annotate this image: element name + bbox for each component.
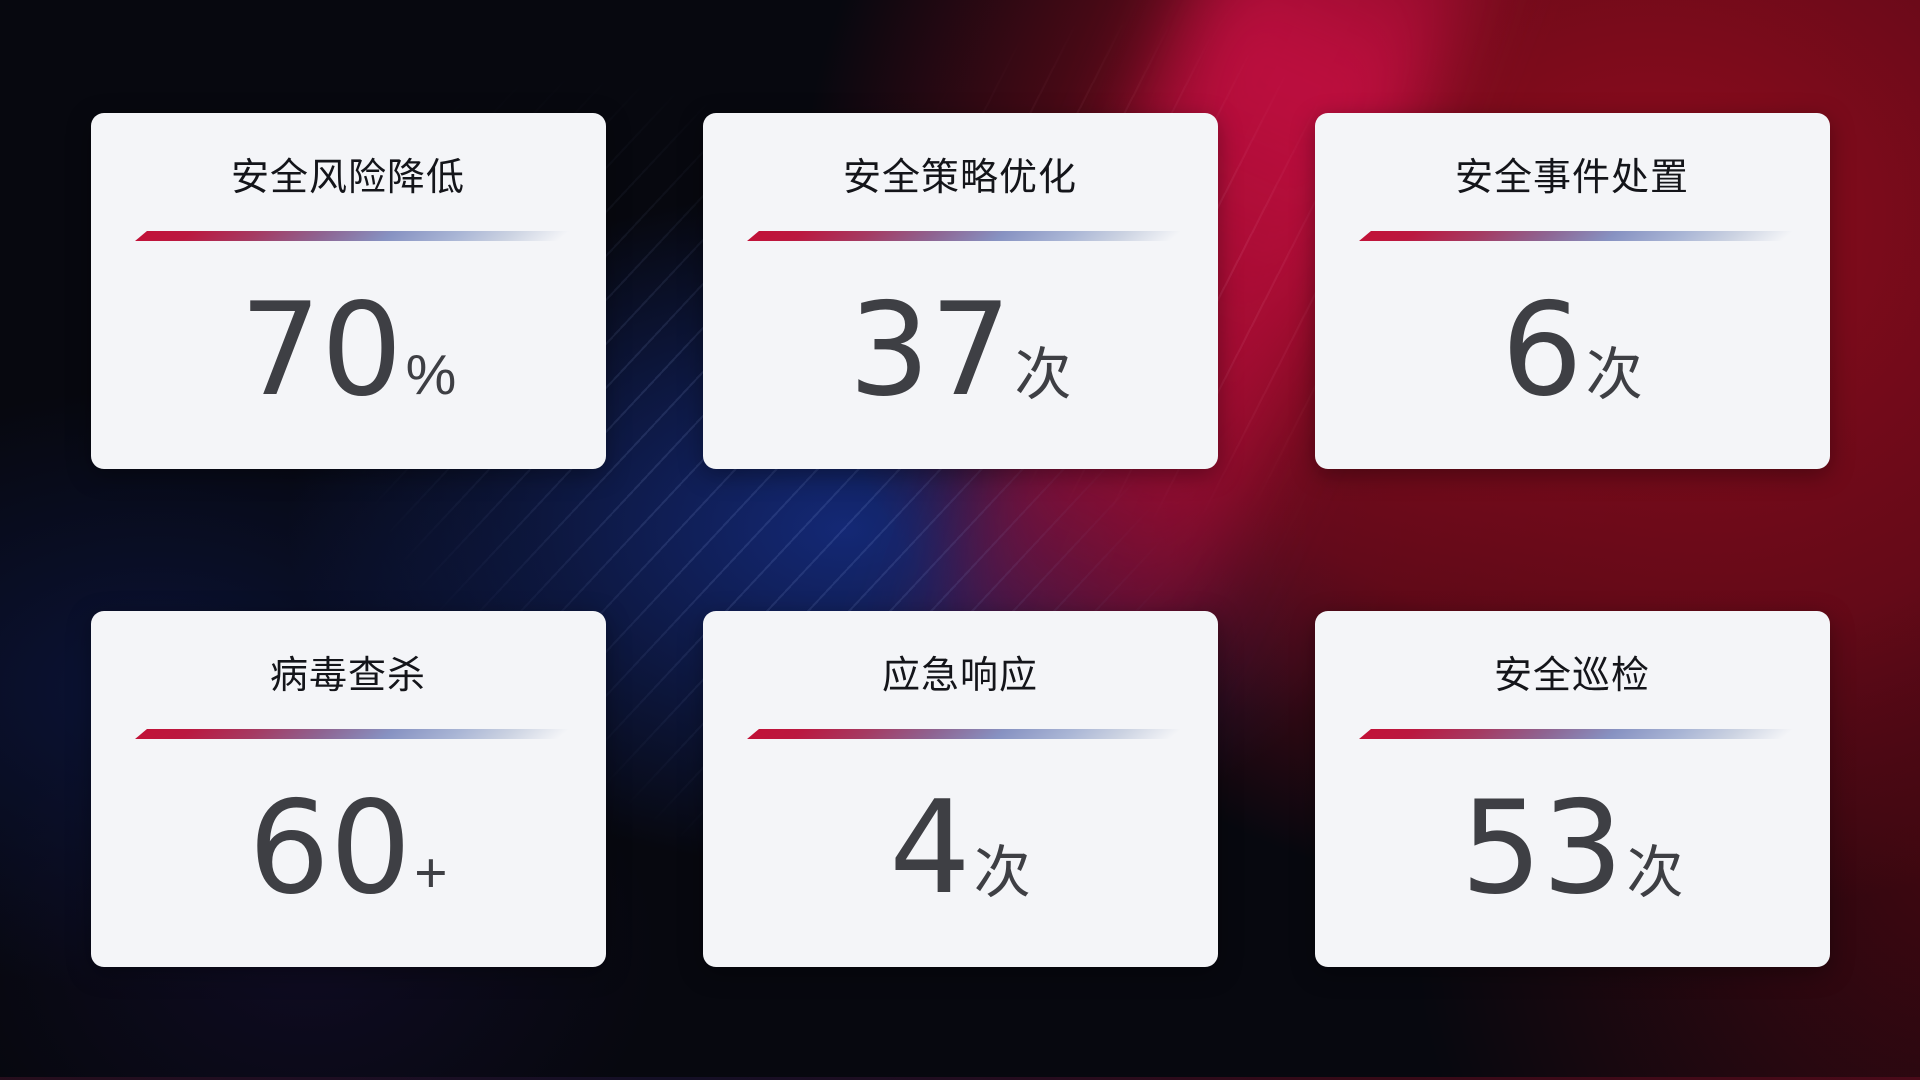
stat-value-row: 53 次 xyxy=(1461,785,1684,913)
stat-card-title: 安全事件处置 xyxy=(1454,157,1689,199)
stat-value-row: 6 次 xyxy=(1501,287,1642,415)
gradient-divider xyxy=(1358,231,1821,241)
stat-value: 6 xyxy=(1501,276,1583,425)
stat-value-row: 60 + xyxy=(248,785,447,913)
stat-unit: 次 xyxy=(1585,343,1643,407)
gradient-divider xyxy=(746,729,1209,739)
stat-unit: + xyxy=(414,841,448,905)
gradient-divider xyxy=(134,729,597,739)
stat-unit: 次 xyxy=(1626,841,1684,905)
bottom-edge-line xyxy=(0,1077,1920,1080)
stat-card-title: 安全巡检 xyxy=(1493,655,1650,697)
gradient-divider xyxy=(134,231,597,241)
stat-value: 70 xyxy=(239,276,403,425)
stat-card-security-policy-optimization: 安全策略优化 37 次 xyxy=(702,113,1218,469)
stat-value-row: 70 % xyxy=(240,287,457,415)
stat-unit: % xyxy=(405,343,457,407)
stat-value: 53 xyxy=(1460,774,1624,923)
gradient-divider xyxy=(1358,729,1821,739)
stat-value: 60 xyxy=(248,774,412,923)
stat-value-row: 37 次 xyxy=(849,287,1072,415)
stat-card-emergency-response: 应急响应 4 次 xyxy=(702,611,1218,967)
stat-card-title: 安全风险降低 xyxy=(230,157,465,199)
stat-card-security-risk-reduction: 安全风险降低 70 % xyxy=(90,113,606,469)
stat-card-title: 安全策略优化 xyxy=(842,157,1077,199)
stat-card-security-incident-handling: 安全事件处置 6 次 xyxy=(1314,113,1830,469)
stat-unit: 次 xyxy=(1014,343,1072,407)
stat-card-title: 病毒查杀 xyxy=(269,655,426,697)
stat-card-title: 应急响应 xyxy=(881,655,1038,697)
stat-unit: 次 xyxy=(973,841,1031,905)
stat-value: 4 xyxy=(889,774,971,923)
gradient-divider xyxy=(746,231,1209,241)
stat-card-security-inspection: 安全巡检 53 次 xyxy=(1314,611,1830,967)
stat-value-row: 4 次 xyxy=(889,785,1030,913)
stat-value: 37 xyxy=(848,276,1012,425)
stat-card-virus-scan-kill: 病毒查杀 60 + xyxy=(90,611,606,967)
